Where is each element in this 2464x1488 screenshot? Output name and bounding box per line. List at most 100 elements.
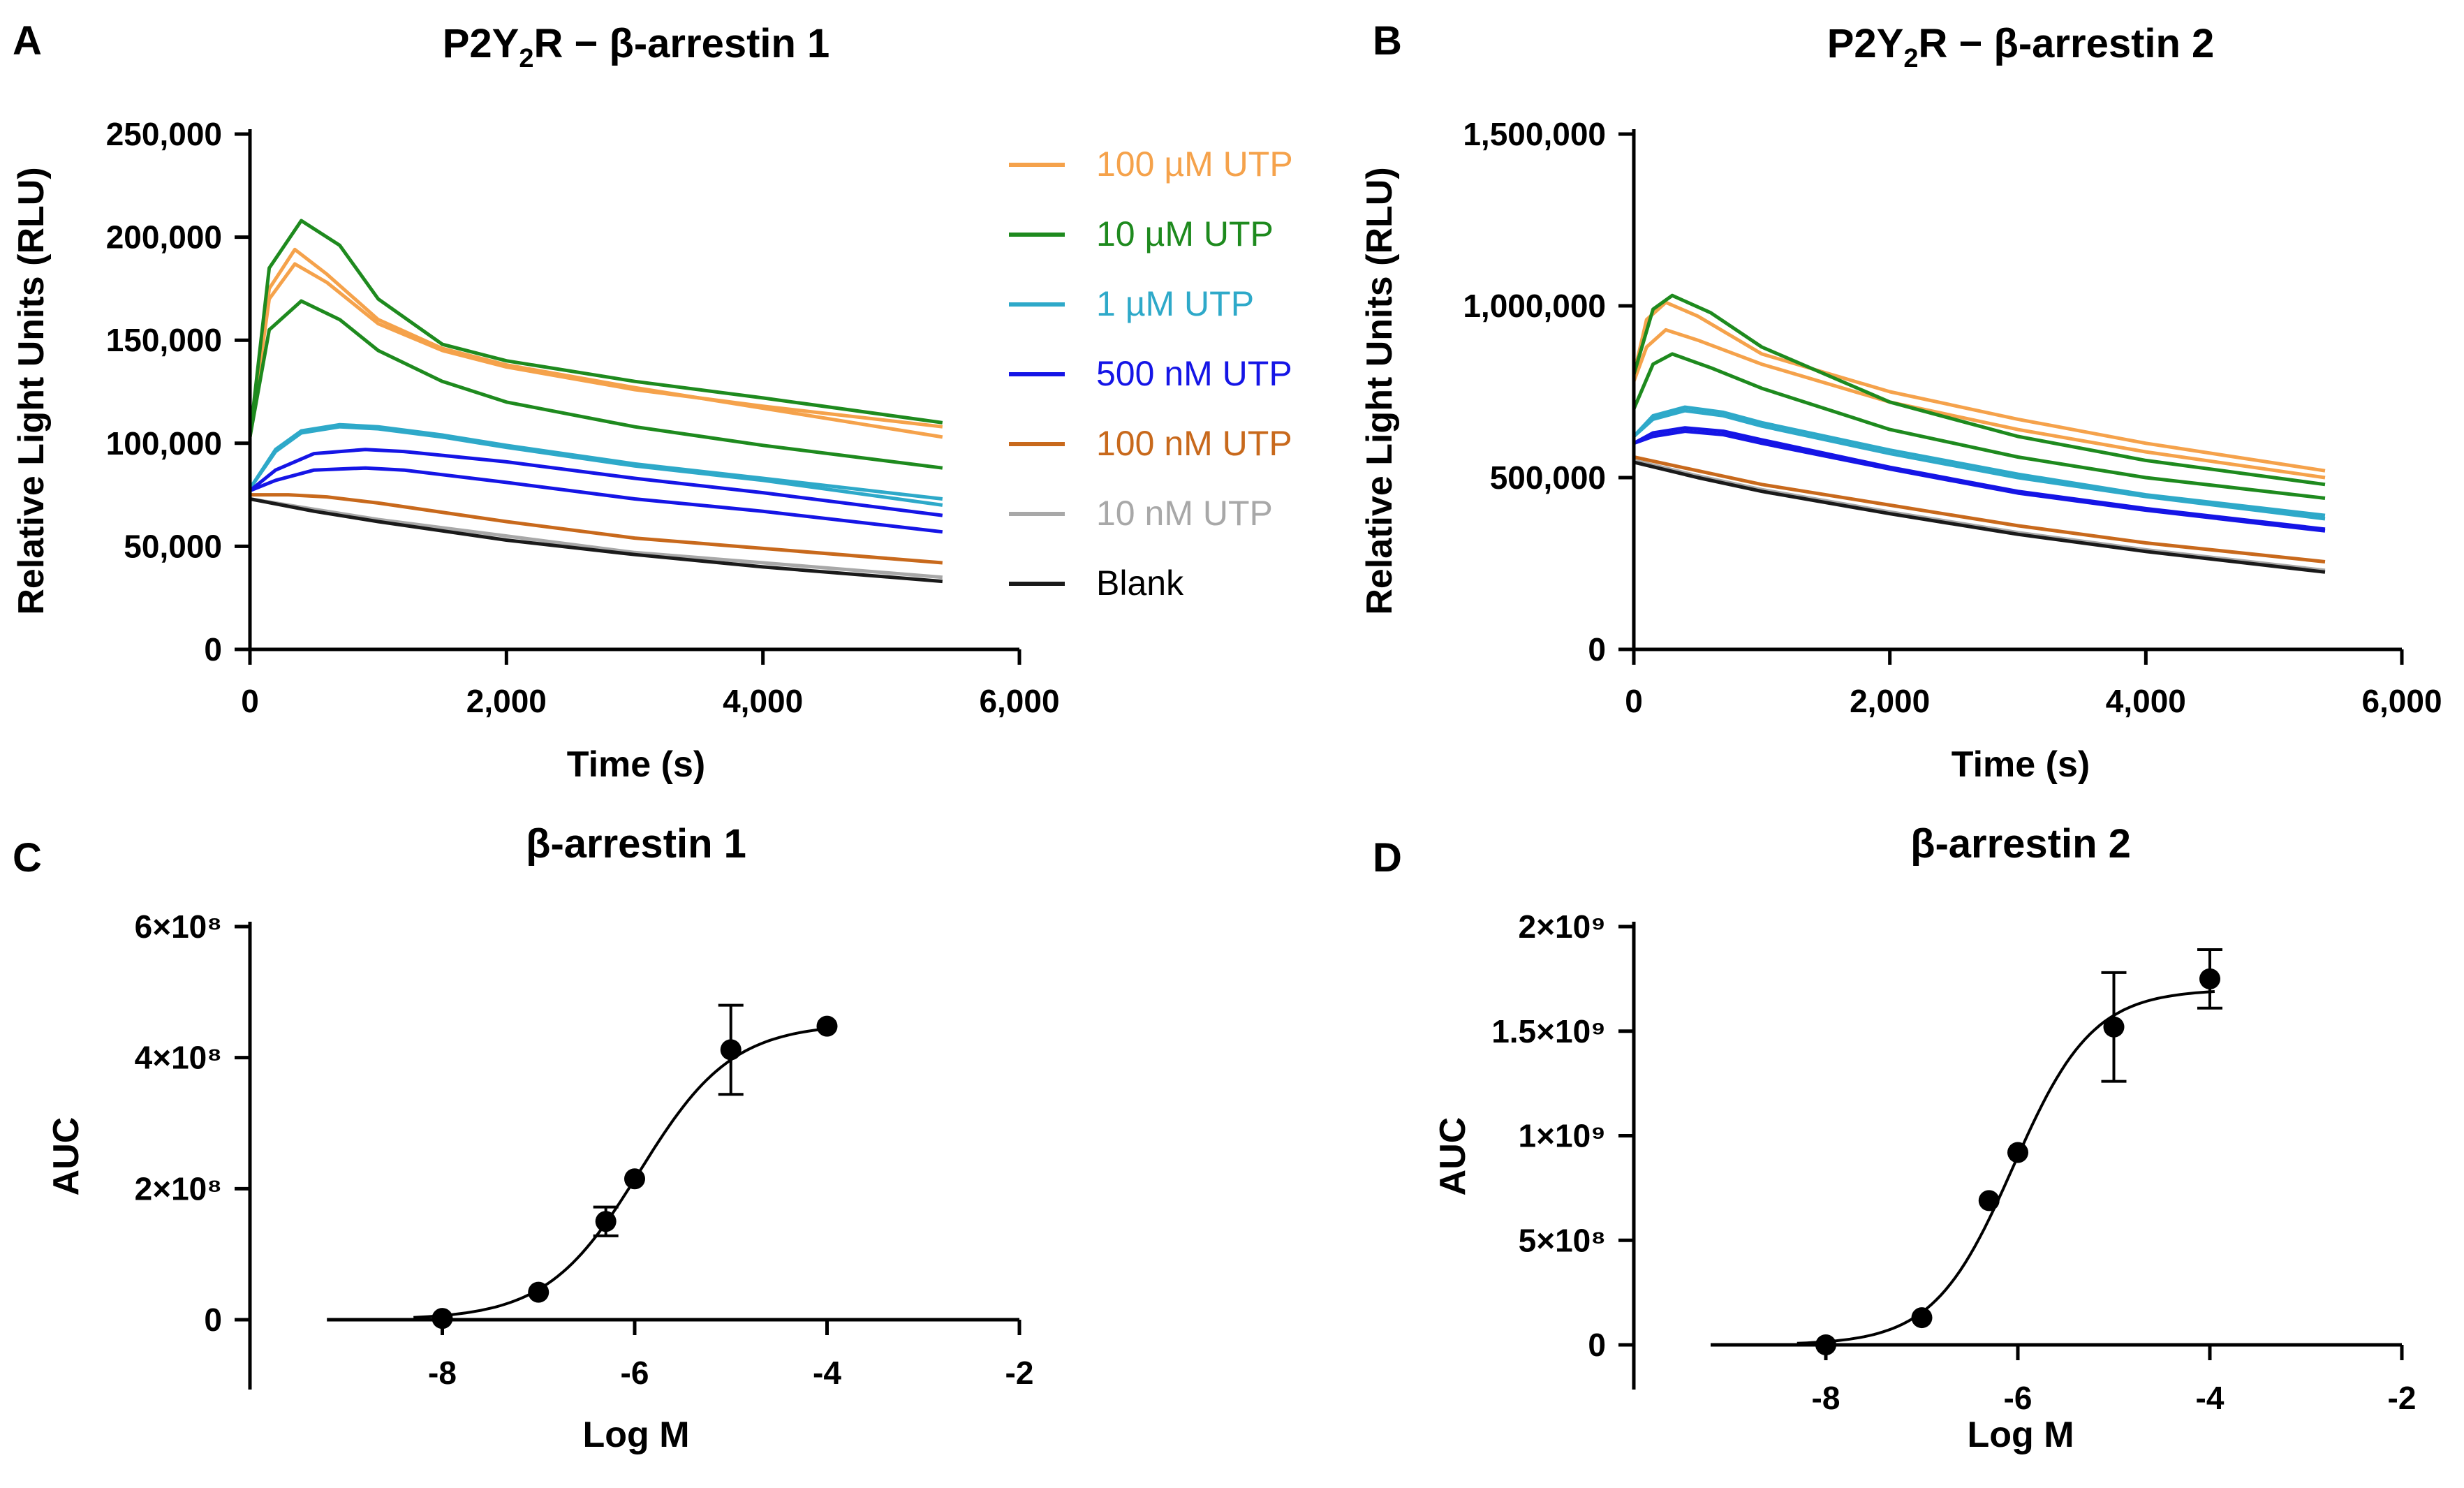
fit-curve	[413, 1026, 832, 1319]
x-tick-label: 2,000	[1850, 683, 1930, 719]
x-tick-label: -6	[621, 1355, 649, 1391]
series-line-1	[1632, 300, 2326, 473]
x-tick-label: 6,000	[979, 683, 1059, 719]
panel-b: B P2Y2R − β-arrestin 2 0 2,000 4,000 6,0000…	[1359, 18, 2442, 785]
legend-label: 10 µM UTP	[1096, 214, 1274, 253]
data-point	[431, 1308, 453, 1329]
data-point	[1815, 1334, 1836, 1355]
series-line-6	[248, 425, 943, 507]
x-tick-label: 0	[1625, 683, 1643, 719]
x-tick-label: 6,000	[2361, 683, 2442, 719]
series-line-9	[250, 493, 943, 565]
x-axis-label: Time (s)	[1952, 744, 2090, 785]
data-point	[1911, 1307, 1933, 1329]
data-point	[2199, 968, 2220, 989]
plot-area-c: -8 -6 -4 -2 0 2×10⁸ 4×10⁸ 6×10⁸ Log M AUC	[46, 908, 1033, 1455]
data-point	[595, 1211, 617, 1232]
series-line-10	[1633, 458, 2326, 573]
panel-label-c: C	[13, 835, 42, 881]
series-line-10	[249, 497, 943, 580]
chart-title-a: P2Y2R − β-arrestin 1	[443, 21, 830, 73]
series-line-6	[1632, 408, 2326, 521]
x-tick-label: 4,000	[723, 683, 803, 719]
y-tick-label: 500,000	[1490, 459, 1606, 496]
series-line-2	[1632, 327, 2326, 480]
series-line-8	[249, 466, 943, 534]
y-axis-label: Relative Light Units (RLU)	[11, 167, 52, 614]
y-tick-label: 250,000	[106, 116, 222, 152]
data-point	[624, 1168, 645, 1190]
series-line-11	[1633, 460, 2326, 574]
data-point	[528, 1281, 549, 1303]
series-line-3	[1632, 293, 2326, 487]
x-tick-label: 0	[241, 683, 259, 719]
data-point	[2103, 1016, 2125, 1038]
series-line-4	[248, 299, 943, 470]
x-tick-label: 2,000	[466, 683, 547, 719]
y-tick-label: 2×10⁸	[135, 1170, 222, 1207]
legend: 100 µM UTP 10 µM UTP 1 µM UTP 500 nM UTP 100…	[1009, 145, 1293, 603]
series-line-3	[248, 219, 943, 438]
y-axis-label: Relative Light Units (RLU)	[1359, 167, 1400, 614]
y-tick-label: 1,500,000	[1463, 116, 1606, 152]
x-axis-label: Log M	[582, 1415, 689, 1455]
legend-label: 500 nM UTP	[1096, 354, 1292, 393]
chart-title-b: P2Y2R − β-arrestin 2	[1827, 21, 2215, 73]
y-axis-label: AUC	[46, 1117, 87, 1196]
x-axis-label: Log M	[1967, 1415, 2074, 1455]
x-tick-label: -4	[813, 1355, 841, 1391]
panel-a: A P2Y2R − β-arrestin 1 0 2,000 4,000 6,0000…	[11, 18, 1293, 785]
series-line-5	[1632, 405, 2326, 517]
data-point	[1978, 1190, 2000, 1211]
series-line-9	[1633, 455, 2326, 563]
y-axis-label: AUC	[1433, 1117, 1473, 1196]
chart-title-d: β-arrestin 2	[1910, 821, 2131, 867]
x-tick-label: -2	[1005, 1355, 1034, 1391]
panel-d: D β-arrestin 2 -8 -6 -4 -2 0 5×10⁸ 1×10⁹ 1.5×10…	[1373, 821, 2416, 1455]
x-axis-label: Time (s)	[567, 744, 705, 785]
panel-label-d: D	[1373, 835, 1402, 881]
x-tick-label: 4,000	[2106, 683, 2186, 719]
panel-label-b: B	[1373, 18, 1402, 64]
series-line-7	[249, 448, 943, 517]
y-tick-label: 1×10⁹	[1519, 1118, 1606, 1154]
y-tick-label: 50,000	[124, 528, 222, 564]
legend-label: 100 nM UTP	[1096, 424, 1292, 463]
x-tick-label: -4	[2196, 1380, 2225, 1416]
y-tick-label: 2×10⁹	[1519, 908, 1606, 945]
data-point	[816, 1015, 838, 1037]
x-tick-label: -2	[2388, 1380, 2417, 1416]
series-line-11	[249, 497, 943, 584]
data-point	[2007, 1142, 2028, 1163]
data-point	[720, 1039, 742, 1061]
y-tick-label: 150,000	[106, 322, 222, 358]
y-tick-label: 0	[204, 631, 222, 668]
panel-label-a: A	[13, 18, 42, 64]
x-tick-label: -8	[428, 1355, 457, 1391]
y-tick-label: 200,000	[106, 219, 222, 256]
legend-label: 1 µM UTP	[1096, 284, 1254, 323]
y-tick-label: 1.5×10⁹	[1491, 1013, 1606, 1049]
y-tick-label: 6×10⁸	[135, 908, 222, 945]
y-tick-label: 0	[204, 1302, 222, 1338]
y-tick-label: 5×10⁸	[1519, 1222, 1606, 1258]
x-tick-label: -6	[2004, 1380, 2033, 1416]
x-tick-label: -8	[1812, 1380, 1840, 1416]
panel-c: C β-arrestin 1 -8 -6 -4 -2 0 2×10⁸ 4×10⁸ 6×10⁸ L…	[13, 821, 1033, 1455]
y-tick-label: 0	[1588, 1327, 1606, 1363]
y-tick-label: 4×10⁸	[135, 1040, 222, 1076]
series-line-4	[1632, 352, 2326, 500]
y-tick-label: 0	[1588, 631, 1606, 668]
legend-label: 10 nM UTP	[1096, 494, 1273, 533]
fit-curve	[1797, 990, 2215, 1345]
plot-area-d: -8 -6 -4 -2 0 5×10⁸ 1×10⁹ 1.5×10⁹ 2×10⁹ Log M AUC	[1433, 908, 2416, 1455]
plot-area-a: 0 2,000 4,000 6,000 0 50,000 100,000 150,000 200…	[11, 116, 1060, 785]
chart-title-c: β-arrestin 1	[526, 821, 746, 867]
y-tick-label: 100,000	[106, 425, 222, 462]
series-line-2	[248, 262, 943, 438]
legend-label: 100 µM UTP	[1096, 145, 1293, 184]
series-line-8	[1633, 429, 2326, 533]
plot-area-b: 0 2,000 4,000 6,000 0 500,000 1,000,000 1,500,0…	[1359, 116, 2442, 785]
y-tick-label: 1,000,000	[1463, 288, 1606, 324]
